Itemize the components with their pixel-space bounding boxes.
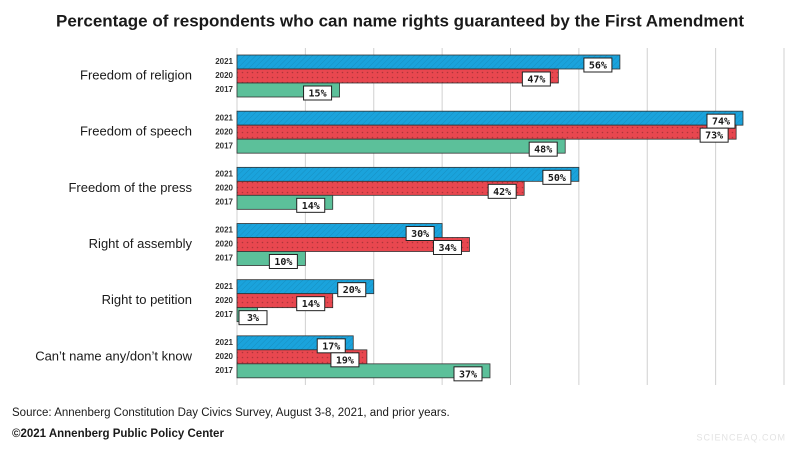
value-label-box — [238, 310, 268, 326]
value-label-box — [583, 57, 613, 73]
value-label: 48% — [534, 145, 552, 156]
value-label-box — [432, 240, 462, 255]
value-label: 50% — [548, 173, 566, 184]
value-label-box — [337, 282, 367, 298]
series-label: 2020 — [215, 240, 233, 249]
value-label-box — [330, 352, 360, 368]
series-label: 2021 — [215, 338, 233, 347]
value-label: 42% — [493, 187, 511, 198]
source: Source: Annenberg Constitution Day Civic… — [12, 407, 450, 419]
series-label: 2017 — [215, 366, 233, 375]
category-label: Freedom of the press — [68, 180, 192, 195]
value-label: 3% — [247, 313, 259, 324]
value-label: 14% — [302, 201, 320, 212]
series-label: 2020 — [215, 183, 233, 192]
value-label: 73% — [705, 131, 723, 142]
value-label: 74% — [712, 117, 730, 128]
value-label: 20% — [343, 285, 361, 296]
series-label: 2021 — [215, 57, 233, 66]
series-label: 2020 — [215, 127, 233, 136]
series-label: 2020 — [215, 71, 233, 80]
series-label: 2021 — [215, 282, 233, 291]
series-label: 2017 — [215, 141, 233, 150]
series-label: 2021 — [215, 113, 233, 122]
value-label-box — [453, 366, 483, 382]
copyright: ©2021 Annenberg Public Policy Center — [12, 428, 224, 440]
category-label: Right of assembly — [89, 236, 193, 251]
value-label: 19% — [336, 355, 354, 366]
series-label: 2017 — [215, 310, 233, 319]
value-label-box — [542, 169, 572, 185]
category-label: Freedom of religion — [80, 67, 192, 82]
chart-title: Percentage of respondents who can name r… — [56, 11, 744, 30]
bar-texture — [237, 69, 559, 83]
value-label-box — [487, 183, 517, 199]
value-label: 37% — [459, 369, 477, 380]
category-label: Can’t name any/don’t know — [35, 348, 192, 363]
value-label: 47% — [527, 75, 545, 86]
value-label: 15% — [309, 89, 327, 100]
watermark: SCIENCEAQ.COM — [696, 432, 786, 442]
value-label-box — [521, 71, 551, 87]
series-label: 2021 — [215, 169, 233, 178]
value-label-box — [528, 141, 558, 157]
series-label: 2017 — [215, 197, 233, 206]
value-label-box — [296, 296, 326, 312]
value-label: 14% — [302, 299, 320, 310]
value-label: 56% — [589, 61, 607, 72]
series-label: 2020 — [215, 296, 233, 305]
series-label: 2017 — [215, 85, 233, 94]
bar-texture — [237, 223, 443, 238]
bar-texture — [237, 111, 743, 126]
grid — [236, 48, 785, 385]
bar — [236, 138, 566, 154]
value-label: 17% — [322, 341, 340, 352]
value-label-box — [268, 254, 298, 269]
series-label: 2021 — [215, 226, 233, 235]
value-label-box — [405, 226, 435, 241]
series-label: 2017 — [215, 254, 233, 263]
value-label: 30% — [411, 229, 429, 240]
value-label-box — [303, 85, 333, 101]
bar-texture — [237, 125, 737, 140]
bar-texture — [237, 55, 620, 69]
value-label: 34% — [438, 243, 456, 254]
value-label: 10% — [274, 257, 292, 268]
value-label-box — [296, 197, 326, 213]
category-label: Right to petition — [102, 292, 192, 307]
bar — [236, 363, 491, 379]
series-label: 2020 — [215, 352, 233, 361]
value-label-box — [699, 127, 729, 143]
bar-texture — [237, 167, 579, 182]
bar-texture — [237, 181, 525, 196]
category-label: Freedom of speech — [80, 124, 192, 139]
